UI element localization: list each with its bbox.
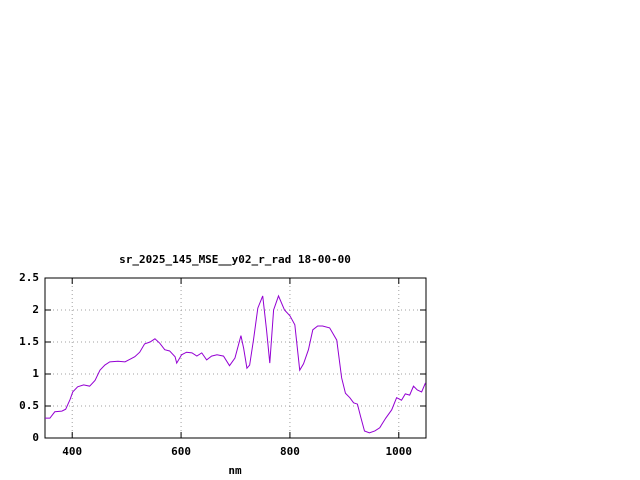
y-tick-label: 0.5	[19, 399, 39, 412]
x-tick-label: 800	[280, 445, 300, 458]
y-tick-label: 2.5	[19, 271, 39, 284]
chart-title: sr_2025_145_MSE__y02_r_rad 18-00-00	[119, 253, 351, 266]
y-tick-label: 2	[32, 303, 39, 316]
plot-frame	[44, 277, 427, 439]
x-tick-label: 1000	[386, 445, 413, 458]
x-tick-label: 600	[171, 445, 191, 458]
x-axis-label: nm	[228, 464, 242, 477]
y-tick-label: 1	[32, 367, 39, 380]
x-tick-label: 400	[62, 445, 82, 458]
y-tick-label: 1.5	[19, 335, 39, 348]
y-tick-label: 0	[32, 431, 39, 444]
data-line	[45, 294, 426, 434]
